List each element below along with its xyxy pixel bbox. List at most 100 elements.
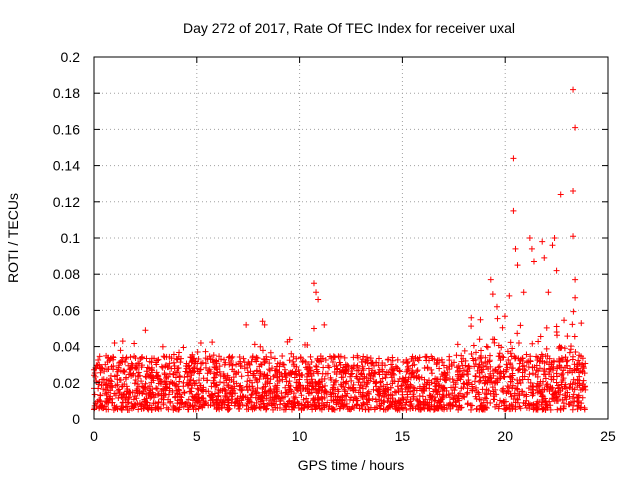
data-point [436,402,443,409]
data-point [450,402,457,409]
data-point [572,124,579,131]
data-point [482,373,489,380]
data-point [505,356,512,363]
data-point [499,353,506,360]
data-point [189,397,196,404]
data-point [250,403,257,410]
data-point [200,398,207,405]
y-tick-label: 0.06 [53,302,80,318]
data-point [97,392,104,399]
data-point [348,364,355,371]
data-point [331,363,338,370]
data-point [528,245,535,252]
data-point [150,377,157,384]
data-point [532,371,539,378]
data-point [349,365,356,372]
data-point [229,353,236,360]
data-point [160,353,167,360]
data-point [359,375,366,382]
data-point [100,376,107,383]
data-point [319,383,326,390]
data-point [153,385,160,392]
data-point [175,406,182,413]
data-point [497,368,504,375]
data-point [302,341,309,348]
data-point [563,358,570,365]
data-point [206,353,213,360]
data-point [580,377,587,384]
data-point [280,406,287,413]
data-point [539,406,546,413]
data-point [549,242,556,249]
data-point [214,369,221,376]
data-point [580,363,587,370]
data-point [194,349,201,356]
data-point [491,380,498,387]
data-point [303,366,310,373]
data-point [235,405,242,412]
data-point [366,395,373,402]
data-point [435,386,442,393]
scatter-points [91,86,589,413]
data-point [423,357,430,364]
y-tick-label: 0.14 [53,158,80,174]
data-point [426,392,433,399]
y-tick-label: 0.2 [61,49,81,65]
data-point [123,354,130,361]
data-point [308,359,315,366]
data-point [529,386,536,393]
data-point [259,318,266,325]
data-point [463,370,470,377]
data-point [184,373,191,380]
data-point [554,382,561,389]
data-point [385,369,392,376]
data-point [382,374,389,381]
data-point [489,291,496,298]
data-point [511,353,518,360]
data-point [525,376,532,383]
data-point [439,395,446,402]
data-point [562,354,569,361]
data-point [283,378,290,385]
data-point [534,357,541,364]
data-point [547,406,554,413]
data-point [400,358,407,365]
data-point [210,352,217,359]
data-point [365,371,372,378]
data-point [167,379,174,386]
data-point [369,367,376,374]
data-point [553,329,560,336]
data-point [543,358,550,365]
data-point [299,372,306,379]
data-point [396,399,403,406]
data-point [224,399,231,406]
data-point [118,394,125,401]
data-point [430,388,437,395]
data-point [520,289,527,296]
data-point [435,397,442,404]
data-point [482,360,489,367]
data-point [159,343,166,350]
data-point [365,365,372,372]
data-point [536,382,543,389]
data-point [541,386,548,393]
data-point [441,384,448,391]
data-point [176,378,183,385]
data-point [308,376,315,383]
data-point [92,373,99,380]
y-tick-label: 0.1 [61,230,81,246]
data-point [330,390,337,397]
data-point [549,395,556,402]
data-point [561,383,568,390]
data-point [226,405,233,412]
data-point [463,391,470,398]
data-point [564,362,571,369]
data-point [124,388,131,395]
data-point [359,356,366,363]
data-point [534,398,541,405]
data-point [361,379,368,386]
y-tick-label: 0.16 [53,121,80,137]
data-point [300,358,307,365]
data-point [237,401,244,408]
data-point [574,380,581,387]
